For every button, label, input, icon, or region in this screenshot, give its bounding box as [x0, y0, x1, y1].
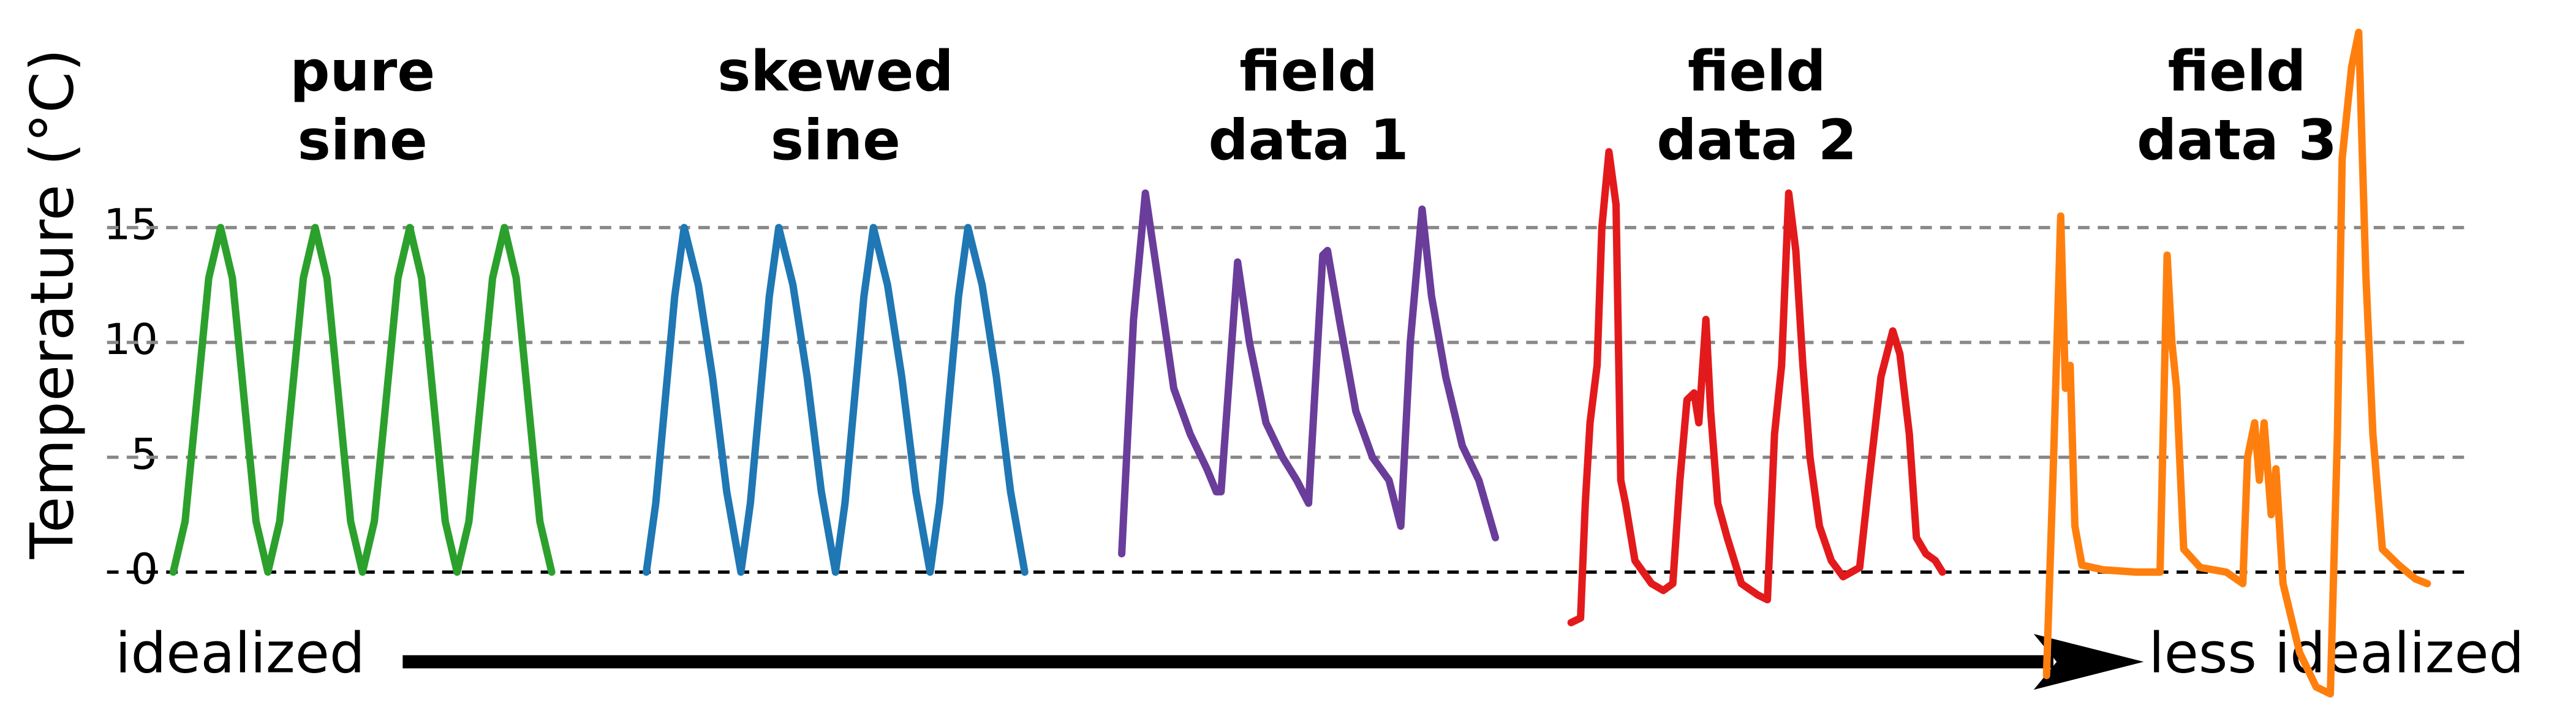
series-title: field data 1	[1209, 39, 1409, 173]
series-line	[642, 224, 1029, 576]
series-title: field data 2	[1656, 39, 1857, 173]
left-annotation: idealized	[115, 620, 365, 685]
y-tick-label: 10	[104, 315, 158, 364]
y-tick-label: 0	[130, 545, 157, 594]
series-line	[1118, 189, 1500, 558]
y-axis-label: Temperature (°C)	[17, 49, 86, 560]
series-line	[2042, 28, 2431, 698]
series-title: skewed sine	[717, 39, 954, 173]
series-title: field data 3	[2137, 39, 2337, 173]
series-line	[1567, 148, 1946, 627]
y-tick-label: 15	[104, 200, 158, 250]
right-annotation: less idealized	[2148, 620, 2524, 685]
series-title: pure sine	[290, 39, 435, 173]
y-tick-label: 5	[130, 430, 157, 480]
plot: 0 5 10 15 pure sine skewed sine field data 1 field…	[104, 28, 2472, 698]
series-line	[169, 224, 556, 576]
arrow-head	[2033, 633, 2144, 690]
